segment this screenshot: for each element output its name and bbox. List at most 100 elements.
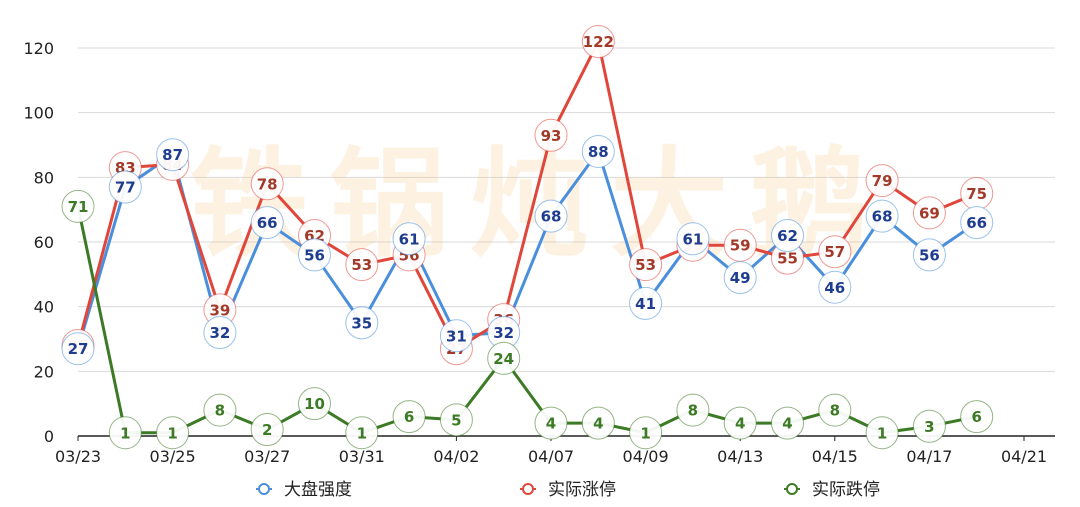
data-label: 32 bbox=[493, 324, 514, 342]
data-label: 46 bbox=[824, 279, 845, 297]
data-label: 75 bbox=[966, 185, 987, 203]
x-tick-label: 03/25 bbox=[150, 447, 196, 466]
data-label: 53 bbox=[635, 256, 656, 274]
data-label: 66 bbox=[966, 214, 987, 232]
data-label: 27 bbox=[68, 340, 89, 358]
data-label: 78 bbox=[257, 175, 278, 193]
y-axis: 0 20 40 60 80 100 120 bbox=[23, 39, 54, 446]
data-point bbox=[203, 393, 237, 427]
data-label: 56 bbox=[304, 246, 325, 264]
legend-swatch-marker bbox=[522, 483, 534, 495]
data-label: 1 bbox=[640, 424, 650, 442]
data-label: 61 bbox=[682, 230, 703, 248]
data-point bbox=[629, 286, 663, 320]
y-tick-label: 120 bbox=[23, 39, 54, 58]
data-label: 6 bbox=[971, 408, 981, 426]
data-label: 53 bbox=[351, 256, 372, 274]
data-label: 4 bbox=[546, 415, 556, 433]
data-point bbox=[912, 409, 946, 443]
data-point bbox=[581, 25, 615, 59]
x-tick-label: 03/31 bbox=[339, 447, 385, 466]
data-point bbox=[818, 393, 852, 427]
data-label: 61 bbox=[399, 230, 420, 248]
data-label: 69 bbox=[919, 204, 940, 222]
x-tick-label: 03/27 bbox=[244, 447, 290, 466]
data-label: 5 bbox=[451, 411, 461, 429]
data-label: 2 bbox=[262, 421, 272, 439]
x-tick-label: 04/07 bbox=[528, 447, 574, 466]
data-point bbox=[960, 400, 994, 434]
data-point bbox=[629, 416, 663, 450]
data-point bbox=[534, 406, 568, 440]
data-point bbox=[865, 416, 899, 450]
data-label: 31 bbox=[446, 327, 467, 345]
data-label: 4 bbox=[593, 415, 603, 433]
y-tick-label: 20 bbox=[34, 362, 54, 381]
data-label: 8 bbox=[215, 402, 225, 420]
data-label: 4 bbox=[782, 415, 792, 433]
x-tick-label: 04/17 bbox=[906, 447, 952, 466]
data-label: 24 bbox=[493, 350, 514, 368]
data-point bbox=[392, 400, 426, 434]
data-label: 79 bbox=[872, 172, 893, 190]
data-label: 1 bbox=[167, 424, 177, 442]
data-label: 55 bbox=[777, 250, 798, 268]
x-tick-label: 04/13 bbox=[717, 447, 763, 466]
data-label: 1 bbox=[877, 424, 887, 442]
series-group: 2883843978625356273693122535959555779697… bbox=[61, 25, 994, 450]
data-point bbox=[108, 416, 142, 450]
data-point bbox=[818, 270, 852, 304]
x-axis: 03/23 03/25 03/27 03/31 04/02 04/07 04/09 04/13… bbox=[55, 436, 1047, 466]
data-point bbox=[676, 393, 710, 427]
legend-swatch-marker bbox=[258, 483, 270, 495]
data-point bbox=[912, 196, 946, 230]
data-point bbox=[61, 189, 95, 223]
legend: 大盘强度 实际涨停 实际跌停 bbox=[256, 480, 880, 500]
data-point bbox=[581, 134, 615, 168]
data-point bbox=[534, 118, 568, 152]
y-tick-label: 0 bbox=[44, 427, 54, 446]
data-point bbox=[439, 319, 473, 353]
data-point bbox=[156, 138, 190, 172]
legend-label: 大盘强度 bbox=[284, 480, 352, 500]
data-point bbox=[865, 199, 899, 233]
legend-label: 实际跌停 bbox=[812, 480, 880, 500]
x-tick-label: 04/15 bbox=[812, 447, 858, 466]
data-point bbox=[203, 316, 237, 350]
y-tick-label: 40 bbox=[34, 298, 54, 317]
legend-label: 实际涨停 bbox=[548, 480, 616, 500]
data-label: 62 bbox=[777, 227, 798, 245]
data-point bbox=[723, 406, 757, 440]
data-point bbox=[818, 235, 852, 269]
data-point bbox=[581, 406, 615, 440]
data-label: 1 bbox=[357, 424, 367, 442]
data-point bbox=[345, 306, 379, 340]
data-point bbox=[960, 206, 994, 240]
data-point bbox=[912, 238, 946, 272]
x-tick-label: 04/02 bbox=[433, 447, 479, 466]
legend-swatch-marker bbox=[786, 483, 798, 495]
data-point bbox=[865, 164, 899, 198]
x-tick-label: 04/09 bbox=[623, 447, 669, 466]
data-label: 1 bbox=[120, 424, 130, 442]
data-point bbox=[61, 332, 95, 366]
data-point bbox=[534, 199, 568, 233]
data-label: 56 bbox=[919, 246, 940, 264]
data-point bbox=[771, 406, 804, 440]
data-point bbox=[676, 222, 710, 256]
data-label: 122 bbox=[583, 33, 614, 51]
data-point bbox=[345, 416, 379, 450]
data-point bbox=[298, 387, 331, 421]
data-label: 87 bbox=[162, 146, 183, 164]
data-point bbox=[392, 222, 426, 256]
data-label: 68 bbox=[872, 208, 893, 226]
data-point bbox=[487, 341, 521, 375]
data-label: 41 bbox=[635, 295, 656, 313]
data-point bbox=[771, 219, 804, 253]
data-point bbox=[108, 170, 142, 204]
y-tick-label: 80 bbox=[34, 168, 54, 187]
data-point bbox=[250, 413, 284, 447]
x-tick-label: 03/23 bbox=[55, 447, 101, 466]
data-label: 57 bbox=[824, 243, 845, 261]
